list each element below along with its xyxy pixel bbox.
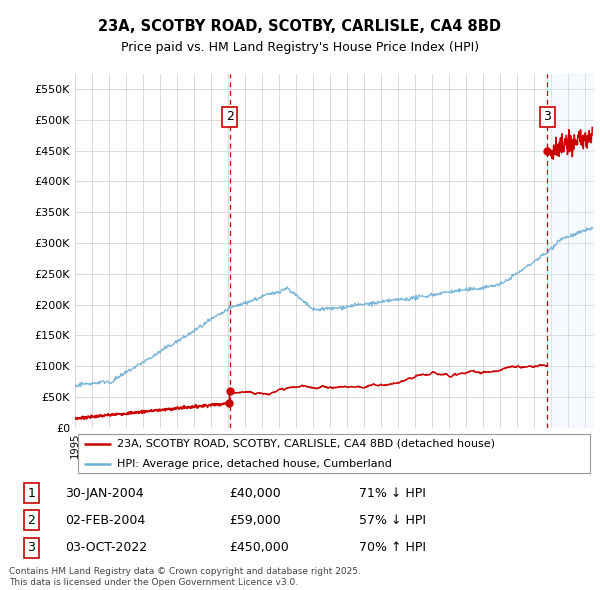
Text: 3: 3 (543, 110, 551, 123)
Text: 71% ↓ HPI: 71% ↓ HPI (359, 487, 425, 500)
Text: 70% ↑ HPI: 70% ↑ HPI (359, 541, 426, 554)
Text: Price paid vs. HM Land Registry's House Price Index (HPI): Price paid vs. HM Land Registry's House … (121, 41, 479, 54)
Text: 57% ↓ HPI: 57% ↓ HPI (359, 514, 426, 527)
Text: 2: 2 (28, 514, 35, 527)
Text: 1: 1 (28, 487, 35, 500)
Text: £59,000: £59,000 (229, 514, 281, 527)
Text: Contains HM Land Registry data © Crown copyright and database right 2025.
This d: Contains HM Land Registry data © Crown c… (9, 568, 361, 586)
FancyBboxPatch shape (77, 434, 590, 473)
Text: 2: 2 (226, 110, 233, 123)
Text: 03-OCT-2022: 03-OCT-2022 (65, 541, 147, 554)
Bar (551, 74, 594, 428)
Text: £450,000: £450,000 (229, 541, 289, 554)
Text: 30-JAN-2004: 30-JAN-2004 (65, 487, 143, 500)
Text: 23A, SCOTBY ROAD, SCOTBY, CARLISLE, CA4 8BD: 23A, SCOTBY ROAD, SCOTBY, CARLISLE, CA4 … (98, 19, 502, 34)
Text: HPI: Average price, detached house, Cumberland: HPI: Average price, detached house, Cumb… (116, 459, 391, 469)
Text: £40,000: £40,000 (229, 487, 281, 500)
Text: 3: 3 (28, 541, 35, 554)
Text: 23A, SCOTBY ROAD, SCOTBY, CARLISLE, CA4 8BD (detached house): 23A, SCOTBY ROAD, SCOTBY, CARLISLE, CA4 … (116, 438, 494, 448)
Text: 02-FEB-2004: 02-FEB-2004 (65, 514, 145, 527)
